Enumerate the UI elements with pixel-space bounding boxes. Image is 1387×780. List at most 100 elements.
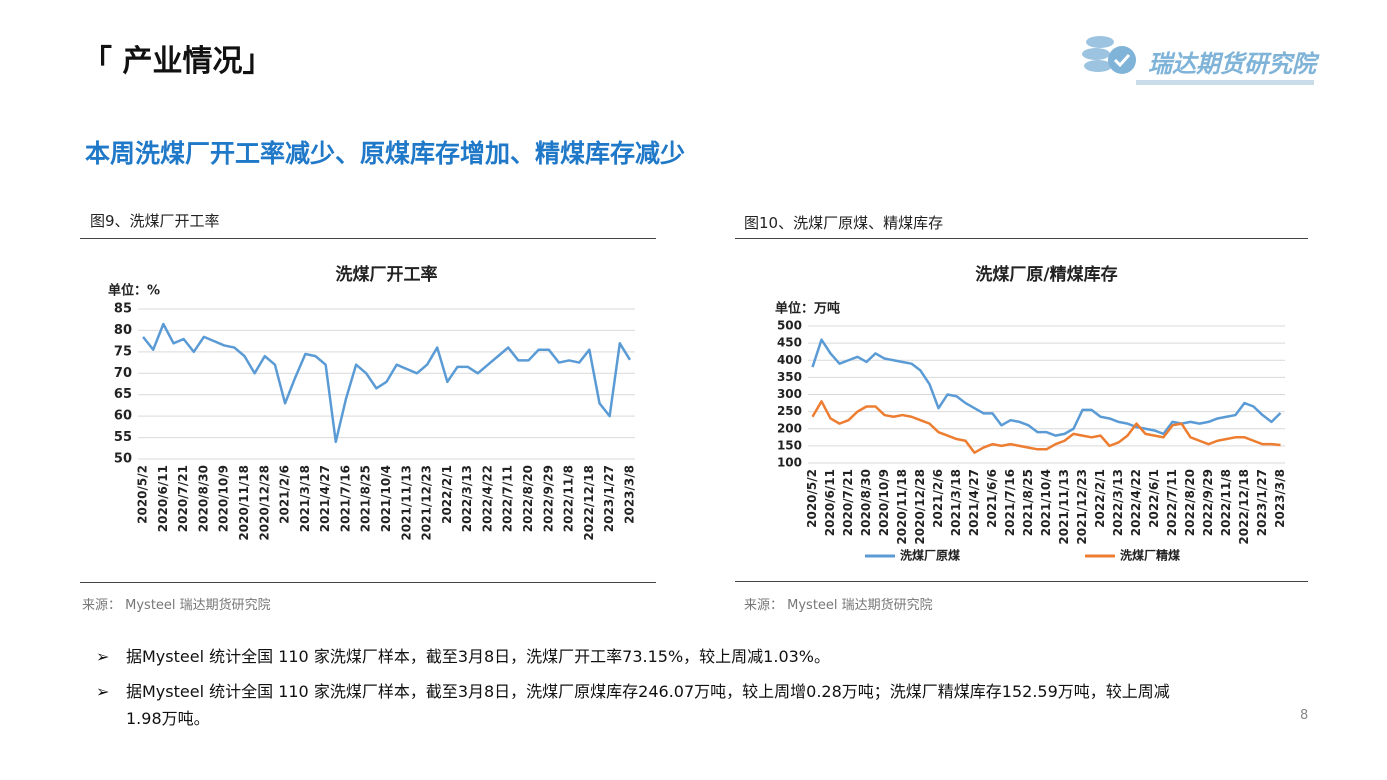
y-tick-label: 65	[114, 387, 132, 402]
x-tick-label: 2022/4/22	[1129, 469, 1143, 536]
x-tick-label: 2021/7/16	[1003, 469, 1017, 536]
x-tick-label: 2020/11/18	[237, 465, 251, 541]
x-tick-label: 2021/8/25	[1021, 469, 1035, 536]
x-tick-label: 2021/11/13	[399, 465, 413, 541]
y-tick-label: 50	[114, 452, 132, 467]
x-tick-label: 2023/3/8	[1273, 469, 1287, 528]
x-tick-label: 2021/12/23	[1075, 469, 1089, 545]
figure-source: 来源： Mysteel 瑞达期货研究院	[82, 598, 271, 613]
x-tick-label: 2021/2/6	[931, 469, 945, 528]
x-tick-label: 2020/7/21	[841, 469, 855, 536]
x-tick-label: 2021/8/25	[359, 465, 373, 532]
x-tick-label: 2021/11/13	[1057, 469, 1071, 545]
x-tick-label: 2022/7/11	[1165, 469, 1179, 536]
headline: 本周洗煤厂开工率减少、原煤库存增加、精煤库存减少	[85, 139, 686, 168]
y-tick-label: 400	[777, 353, 802, 367]
x-tick-label: 2022/4/22	[480, 465, 494, 532]
page-title: 「 产业情况」	[82, 44, 273, 79]
y-tick-label: 150	[777, 438, 802, 452]
bullet: ➢ 据Mysteel 统计全国 110 家洗煤厂样本，截至3月8日，洗煤厂开工率7…	[96, 643, 1216, 670]
y-tick-label: 75	[114, 344, 132, 359]
rule	[80, 238, 656, 239]
x-tick-label: 2022/3/13	[1111, 469, 1125, 536]
rule	[735, 581, 1308, 582]
x-tick-label: 2022/11/8	[562, 465, 576, 532]
line-series	[811, 338, 1282, 437]
line-series	[142, 322, 631, 444]
x-tick-label: 2022/8/20	[1183, 469, 1197, 536]
bullet-marker: ➢	[96, 647, 110, 666]
logo-icon	[1082, 36, 1136, 74]
x-tick-label: 2021/3/18	[949, 469, 963, 536]
logo-bar	[1136, 80, 1314, 85]
x-tick-label: 2022/9/29	[1201, 469, 1215, 536]
bullet-text: 据Mysteel 统计全国 110 家洗煤厂样本，截至3月8日，洗煤厂原煤库存2…	[126, 682, 1170, 728]
x-tick-label: 2022/12/18	[582, 465, 596, 541]
x-tick-label: 2023/3/8	[622, 465, 636, 524]
y-tick-label: 350	[777, 370, 802, 384]
y-tick-label: 450	[777, 336, 802, 350]
rule	[735, 238, 1308, 239]
y-tick-label: 55	[114, 430, 132, 445]
x-tick-label: 2020/5/2	[805, 469, 819, 528]
x-tick-label: 2023/1/27	[602, 465, 616, 532]
x-tick-label: 2020/6/11	[823, 469, 837, 536]
bullet-marker: ➢	[96, 682, 110, 701]
y-tick-label: 60	[114, 409, 132, 424]
x-tick-label: 2023/1/27	[1255, 469, 1269, 536]
unit-label: 单位：万吨	[775, 301, 840, 317]
x-tick-label: 2021/10/4	[379, 465, 393, 532]
legend-label: 洗煤厂精煤	[1120, 548, 1180, 563]
x-tick-label: 2021/10/4	[1039, 469, 1053, 536]
x-tick-label: 2021/7/16	[338, 465, 352, 532]
x-tick-label: 2020/12/28	[913, 469, 927, 545]
chart-title: 洗煤厂开工率	[336, 264, 438, 285]
y-tick-label: 85	[114, 302, 132, 317]
x-tick-label: 2020/10/9	[217, 465, 231, 532]
figure-caption: 图10、洗煤厂原煤、精煤库存	[744, 214, 944, 232]
y-tick-label: 250	[777, 404, 802, 418]
x-tick-label: 2022/9/29	[541, 465, 555, 532]
y-tick-label: 200	[777, 421, 802, 435]
x-tick-label: 2021/4/27	[318, 465, 332, 532]
legend-label: 洗煤厂原煤	[900, 548, 960, 563]
x-tick-label: 2020/7/21	[176, 465, 190, 532]
line-series	[811, 400, 1281, 454]
chart-title: 洗煤厂原/精煤库存	[975, 264, 1117, 285]
x-tick-label: 2020/11/18	[895, 469, 909, 545]
x-tick-label: 2021/12/23	[420, 465, 434, 541]
unit-label: 单位：%	[108, 283, 160, 299]
page-number: 8	[1300, 708, 1309, 723]
bullet: ➢ 据Mysteel 统计全国 110 家洗煤厂样本，截至3月8日，洗煤厂原煤库存…	[96, 678, 1196, 732]
x-tick-label: 2020/8/30	[859, 469, 873, 536]
x-tick-label: 2020/12/28	[257, 465, 271, 541]
x-tick-label: 2021/6/6	[985, 469, 999, 528]
y-tick-label: 300	[777, 387, 802, 401]
x-tick-label: 2022/8/20	[521, 465, 535, 532]
y-tick-label: 500	[777, 319, 802, 333]
x-tick-label: 2022/7/11	[501, 465, 515, 532]
x-tick-label: 2020/5/2	[136, 465, 150, 524]
logo-text: 瑞达期货研究院	[1148, 50, 1316, 78]
figure-caption: 图9、洗煤厂开工率	[90, 212, 220, 230]
y-tick-label: 70	[114, 366, 132, 381]
rule	[80, 582, 656, 583]
x-tick-label: 2020/6/11	[156, 465, 170, 532]
x-tick-label: 2022/6/1	[1147, 469, 1161, 528]
x-tick-label: 2022/11/8	[1219, 469, 1233, 536]
x-tick-label: 2022/3/13	[460, 465, 474, 532]
x-tick-label: 2021/3/18	[298, 465, 312, 532]
figure-source: 来源： Mysteel 瑞达期货研究院	[744, 598, 933, 613]
x-tick-label: 2021/4/27	[967, 469, 981, 536]
x-tick-label: 2022/2/1	[1093, 469, 1107, 528]
x-tick-label: 2022/2/1	[440, 465, 454, 524]
y-tick-label: 80	[114, 323, 132, 338]
x-tick-label: 2020/10/9	[877, 469, 891, 536]
bullet-text: 据Mysteel 统计全国 110 家洗煤厂样本，截至3月8日，洗煤厂开工率73…	[126, 647, 831, 666]
x-tick-label: 2022/12/18	[1237, 469, 1251, 545]
x-tick-label: 2021/2/6	[278, 465, 292, 524]
y-tick-label: 100	[777, 456, 802, 470]
